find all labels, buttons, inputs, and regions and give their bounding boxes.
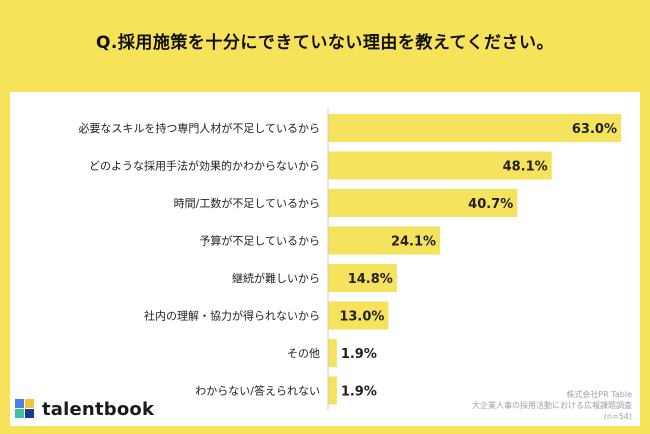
value-label: 63.0% xyxy=(572,122,617,137)
source-survey: 大企業人事の採用活動における広報課題調査 xyxy=(472,401,632,410)
source-note: 株式会社PR Table 大企業人事の採用活動における広報課題調査 (n=54) xyxy=(392,389,632,422)
value-label: 40.7% xyxy=(468,197,513,212)
value-label: 24.1% xyxy=(391,235,436,250)
chart-title: Q.採用施策を十分にできていない理由を教えてください。 xyxy=(95,33,555,53)
source-company: 株式会社PR Table xyxy=(566,390,632,399)
source-sample-size: (n=54) xyxy=(603,412,632,421)
brand-name: talentbook xyxy=(42,398,155,420)
value-label: 1.9% xyxy=(341,347,377,362)
bar xyxy=(328,226,441,255)
bar-chart: 必要なスキルを持つ専門人材が不足しているから 63.0% どのような採用手法が効果的… xyxy=(78,108,621,411)
bar xyxy=(328,189,518,217)
category-label: 社内の理解・協力が得られないから xyxy=(144,309,320,323)
chart-panel: 必要なスキルを持つ専門人材が不足しているから 63.0% どのような採用手法が効果的… xyxy=(10,92,640,426)
category-label: その他 xyxy=(287,347,320,360)
bar xyxy=(328,151,552,180)
category-label: 予算が不足しているから xyxy=(199,234,320,248)
category-label: 必要なスキルを持つ専門人材が不足しているから xyxy=(78,121,320,135)
category-label: 継続が難しいから xyxy=(232,271,320,285)
value-label: 14.8% xyxy=(348,272,393,287)
bar xyxy=(328,301,389,330)
value-label: 13.0% xyxy=(339,310,384,325)
bar xyxy=(328,376,337,405)
category-label: どのような採用手法が効果的かわからないから xyxy=(89,159,320,173)
talentbook-logo: talentbook xyxy=(14,398,154,420)
category-label: 時間/工数が不足しているから xyxy=(174,196,320,210)
value-label: 1.9% xyxy=(341,385,377,400)
bar xyxy=(328,114,621,142)
bar xyxy=(328,339,337,367)
value-label: 48.1% xyxy=(503,160,548,175)
category-label: わからない/答えられない xyxy=(195,384,320,398)
talentbook-cube-icon xyxy=(15,399,34,418)
bar xyxy=(328,264,397,292)
